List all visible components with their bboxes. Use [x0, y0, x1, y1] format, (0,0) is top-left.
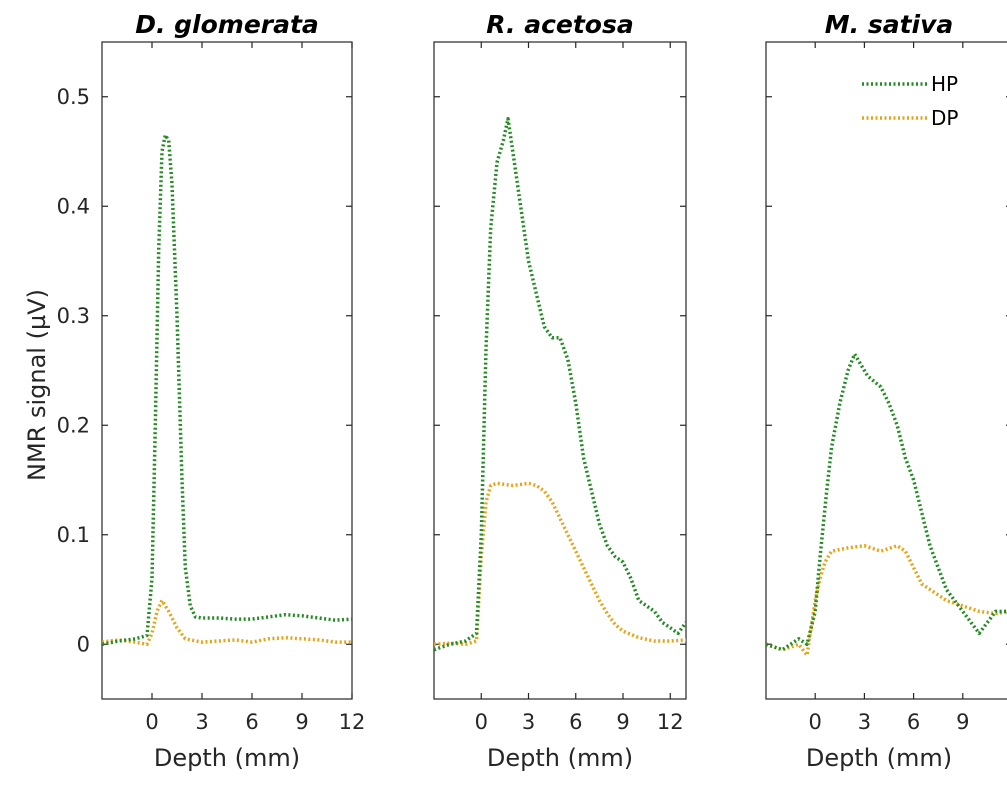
x-tick-label: 9 — [295, 710, 308, 734]
x-tick-label: 9 — [616, 710, 629, 734]
chart-panels: D. glomerata 0 0.1 0.2 0.3 0.4 0.5 0 3 6 9 12 Depth … — [57, 10, 1007, 772]
series-line-dp — [434, 481, 686, 647]
x-axis-label: Depth (mm) — [154, 744, 300, 772]
panel-frame — [101, 41, 353, 700]
legend-label-dp: DP — [931, 106, 958, 130]
series-line-hp — [102, 133, 352, 647]
series-line-hp — [434, 116, 686, 652]
series-line-hp — [766, 352, 1007, 652]
x-tick-label: 12 — [339, 710, 366, 734]
panel-2: R. acetosa 0 3 6 9 12 Depth (mm) — [433, 10, 687, 772]
panel-title: M. sativa — [825, 10, 954, 39]
y-axis-label: NMR signal (µV) — [23, 289, 51, 481]
x-tick-label: 0 — [145, 710, 158, 734]
series-line-dp — [766, 543, 1007, 657]
x-axis-label: Depth (mm) — [806, 744, 952, 772]
x-axis-label: Depth (mm) — [487, 744, 633, 772]
panel-frame — [433, 41, 687, 700]
y-tick-label: 0 — [77, 632, 90, 656]
y-tick-label: 0.1 — [57, 523, 90, 547]
panel-frame — [765, 41, 1007, 700]
panel-title: D. glomerata — [135, 10, 319, 39]
x-tick-label: 6 — [245, 710, 258, 734]
series-line-dp — [102, 598, 352, 647]
y-tick-label: 0.2 — [57, 413, 90, 437]
x-tick-label: 6 — [569, 710, 582, 734]
y-tick-label: 0.5 — [57, 85, 90, 109]
panel-title: R. acetosa — [486, 10, 633, 39]
x-tick-label: 3 — [858, 710, 871, 734]
y-tick-label: 0.3 — [57, 304, 90, 328]
y-tick-label: 0.4 — [57, 194, 90, 218]
x-tick-label: 0 — [475, 710, 488, 734]
x-tick-label: 9 — [956, 710, 969, 734]
x-tick-label: 0 — [809, 710, 822, 734]
x-tick-label: 12 — [657, 710, 684, 734]
x-tick-label: 3 — [195, 710, 208, 734]
legend-label-hp: HP — [931, 72, 958, 96]
panel-1: D. glomerata 0 0.1 0.2 0.3 0.4 0.5 0 3 6 9 12 Depth … — [57, 10, 366, 772]
x-tick-label: 6 — [907, 710, 920, 734]
legend: HP DP — [862, 72, 958, 130]
x-tick-label: 3 — [522, 710, 535, 734]
